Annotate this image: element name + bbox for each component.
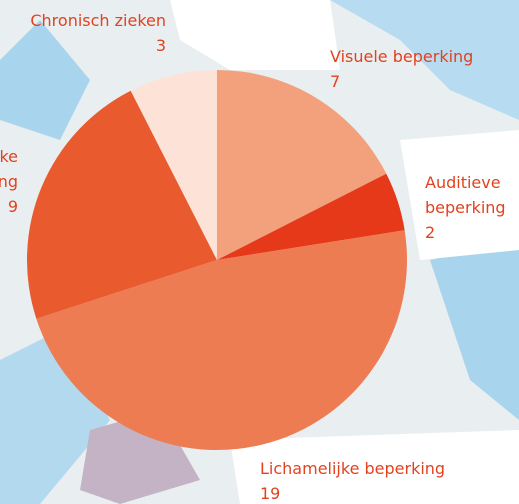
slice-value: 7 — [330, 72, 340, 91]
slice-value: 9 — [8, 197, 18, 216]
slice-value: 19 — [260, 484, 280, 503]
slice-label: Visuele beperking — [330, 47, 473, 66]
map-shape — [170, 0, 340, 70]
pie-slice — [36, 230, 408, 451]
map-shape — [230, 430, 519, 504]
map-shape — [400, 130, 519, 260]
slice-value: 2 — [425, 223, 435, 242]
slice-label: ng — [0, 172, 18, 191]
map-shape — [330, 0, 519, 120]
pie-slice — [26, 90, 218, 319]
pie-slice — [217, 70, 387, 260]
slice-label: ke — [0, 147, 18, 166]
slice-label: Auditieve — [425, 173, 501, 192]
slice-label: Lichamelijke beperking — [260, 459, 445, 478]
slice-label: beperking — [425, 198, 506, 217]
pie-slice — [217, 173, 405, 260]
slice-value: 3 — [156, 36, 166, 55]
map-shape — [430, 240, 519, 420]
map-shape — [0, 20, 90, 140]
slice-label: Chronisch zieken — [30, 11, 166, 30]
pie-slice — [130, 70, 217, 260]
